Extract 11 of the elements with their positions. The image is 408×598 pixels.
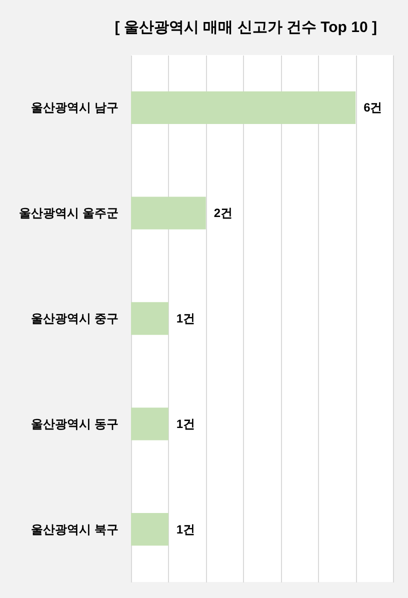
y-tick-label: 울산광역시 중구	[31, 312, 118, 326]
chart-title: [ 울산광역시 매매 신고가 건수 Top 10 ]	[114, 19, 377, 36]
data-label: 6건	[364, 100, 382, 115]
y-tick-label: 울산광역시 북구	[31, 522, 118, 536]
data-label: 2건	[214, 206, 233, 220]
y-tick-label: 울산광역시 남구	[31, 100, 118, 115]
y-tick-label: 울산광역시 울주군	[19, 206, 118, 220]
data-label: 1건	[176, 522, 196, 536]
data-label: 1건	[176, 312, 196, 326]
y-tick-label: 울산광역시 동구	[31, 416, 118, 431]
data-label: 1건	[176, 416, 196, 431]
